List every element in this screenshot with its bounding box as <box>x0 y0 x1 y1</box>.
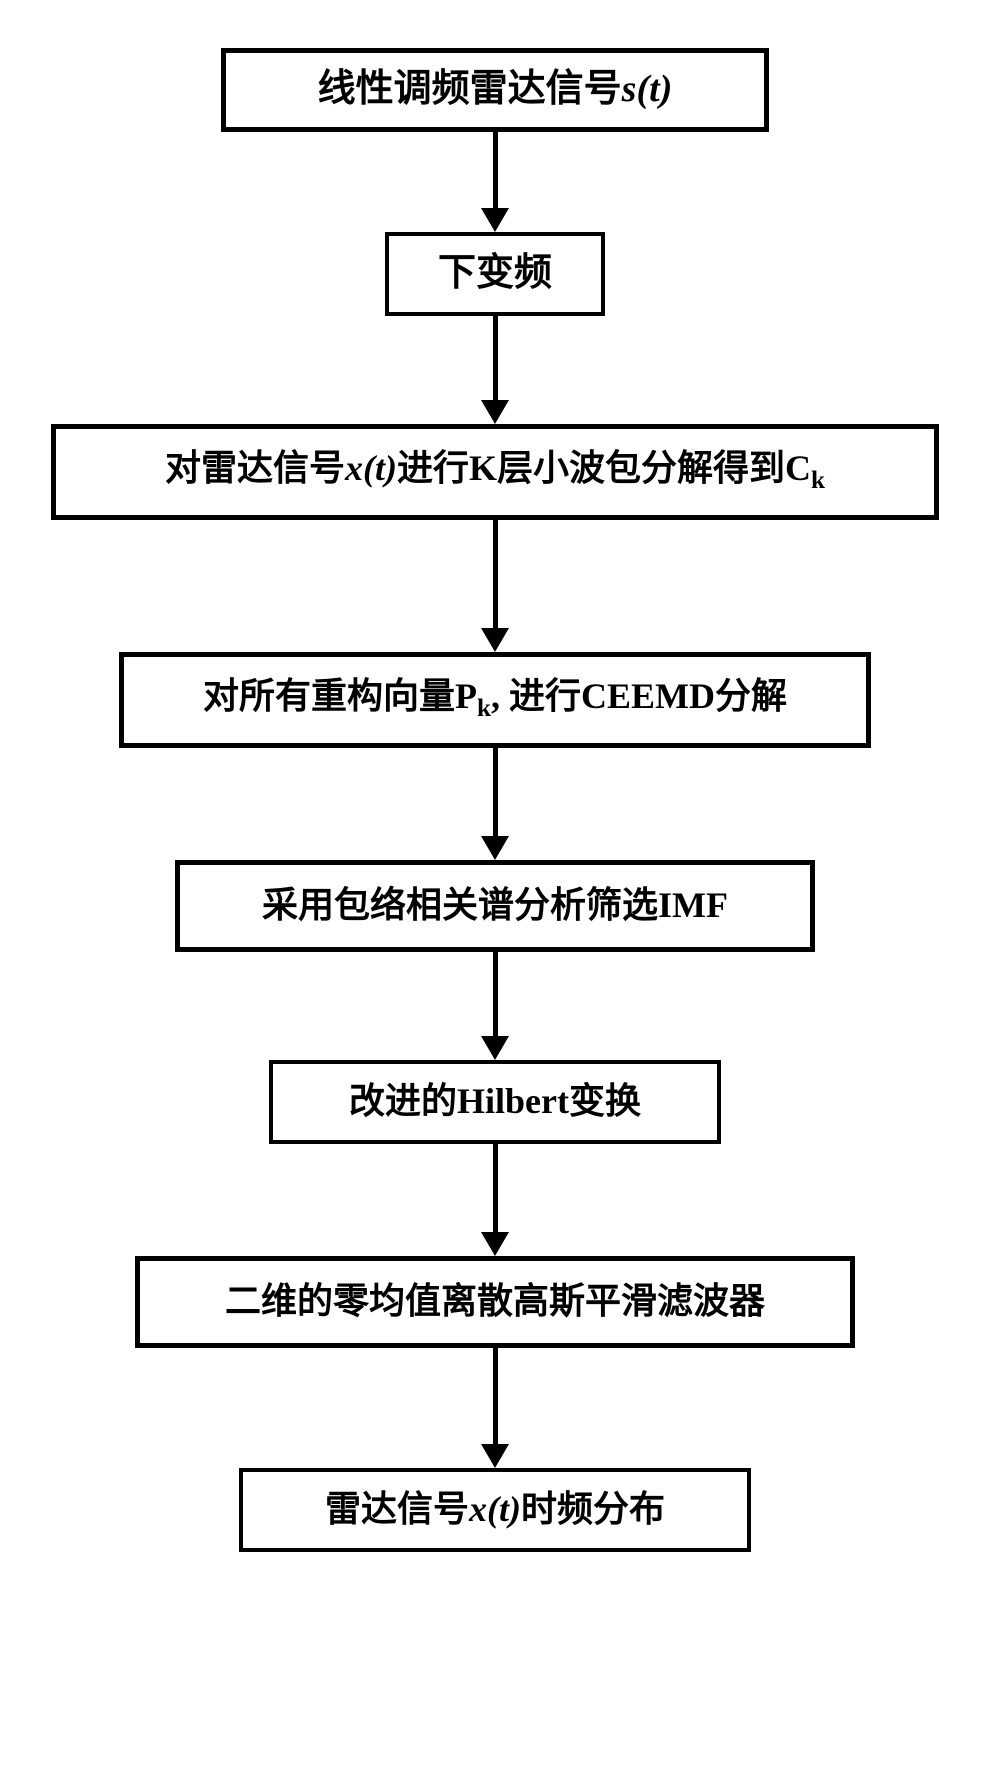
node-label: 对所有重构向量Pk, 进行CEEMD分解 <box>203 675 787 724</box>
arrow-line <box>493 520 498 628</box>
node-label: 雷达信号x(t)时频分布 <box>325 1488 665 1531</box>
flowchart-node-n5: 采用包络相关谱分析筛选IMF <box>175 860 815 952</box>
arrow <box>481 748 509 860</box>
node-label: 下变频 <box>438 251 552 297</box>
arrow-line <box>493 1144 498 1232</box>
arrow <box>481 1144 509 1256</box>
arrow-line <box>493 748 498 836</box>
flowchart-node-n4: 对所有重构向量Pk, 进行CEEMD分解 <box>119 652 871 748</box>
flowchart-node-n2: 下变频 <box>385 232 605 316</box>
flowchart-node-n8: 雷达信号x(t)时频分布 <box>239 1468 751 1552</box>
node-label: 改进的Hilbert变换 <box>349 1080 641 1123</box>
arrow-head <box>481 1232 509 1256</box>
arrow-line <box>493 952 498 1036</box>
arrow-line <box>493 132 498 208</box>
node-label: 对雷达信号x(t)进行K层小波包分解得到Ck <box>165 447 825 496</box>
flowchart-node-n7: 二维的零均值离散高斯平滑滤波器 <box>135 1256 855 1348</box>
arrow-head <box>481 400 509 424</box>
arrow <box>481 952 509 1060</box>
arrow-head <box>481 1036 509 1060</box>
flowchart-node-n3: 对雷达信号x(t)进行K层小波包分解得到Ck <box>51 424 939 520</box>
flowchart-node-n1: 线性调频雷达信号s(t) <box>221 48 769 132</box>
node-label: 二维的零均值离散高斯平滑滤波器 <box>225 1280 765 1323</box>
arrow-head <box>481 836 509 860</box>
arrow <box>481 1348 509 1468</box>
arrow <box>481 132 509 232</box>
arrow-line <box>493 316 498 400</box>
arrow <box>481 316 509 424</box>
arrow-head <box>481 628 509 652</box>
flowchart-node-n6: 改进的Hilbert变换 <box>269 1060 721 1144</box>
arrow-line <box>493 1348 498 1444</box>
flowchart-container: 线性调频雷达信号s(t) 下变频对雷达信号x(t)进行K层小波包分解得到Ck 对所有… <box>0 0 990 1552</box>
arrow <box>481 520 509 652</box>
arrow-head <box>481 208 509 232</box>
node-label: 采用包络相关谱分析筛选IMF <box>262 884 728 927</box>
node-label: 线性调频雷达信号s(t) <box>318 67 673 113</box>
arrow-head <box>481 1444 509 1468</box>
